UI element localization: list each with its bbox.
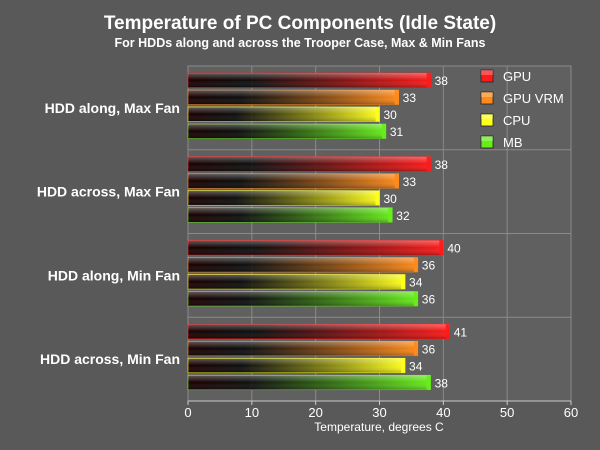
x-tick-label: 10 [245,405,259,420]
chart-title: Temperature of PC Components (Idle State… [104,13,496,34]
bar-sheen [188,274,406,289]
bar-sheen [188,173,399,189]
bar-sheen [188,124,386,139]
legend-label: GPU VRM [503,91,564,106]
bar-sheen [188,324,450,339]
legend: GPU GPU VRM CPU MB [480,69,564,150]
legend-swatch-highlight [481,70,493,75]
category-label: HDD across, Max Fan [37,184,180,200]
data-label: 36 [422,259,436,273]
data-label: 31 [390,125,404,139]
data-label: 36 [422,342,436,356]
bar-end-cap [394,173,399,189]
legend-swatch [480,135,494,149]
legend-swatch-highlight [481,114,493,119]
bar-end-cap [375,107,380,122]
bar-sheen [188,341,418,356]
x-tick-label: 60 [564,405,578,420]
x-tick-label: 0 [184,405,191,420]
legend-swatch-highlight [481,136,493,141]
data-label: 34 [409,359,423,373]
bar-end-cap [413,341,418,356]
legend-swatch [480,69,494,83]
bar-end-cap [381,124,386,139]
x-tick-label: 20 [308,405,322,420]
category-label: HDD along, Max Fan [45,100,180,116]
data-label: 33 [403,91,417,105]
category-label: HDD across, Min Fan [40,351,180,367]
bar-end-cap [445,324,450,339]
data-label: 36 [422,293,436,307]
bar-sheen [188,375,431,390]
bar-sheen [188,257,418,272]
bars: 38 33 30 31 38 33 30 32 40 36 34 36 41 36 34 38 [187,72,468,390]
bar-end-cap [394,90,399,105]
bar-sheen [188,240,444,255]
bar-end-cap [413,257,418,272]
legend-swatch [480,91,494,105]
category-label: HDD along, Min Fan [48,267,180,283]
legend-label: GPU [503,69,531,84]
bar-sheen [188,190,380,206]
bar-sheen [188,358,406,373]
bar-sheen [188,90,399,105]
bar-end-cap [413,291,418,306]
legend-swatch-highlight [481,92,493,97]
category-labels: HDD along, Max Fan HDD across, Max Fan HDD… [37,100,180,367]
bar-end-cap [426,375,431,390]
data-label: 38 [435,158,449,172]
data-label: 32 [396,209,410,223]
data-label: 30 [384,192,398,206]
data-label: 33 [403,175,417,189]
data-label: 40 [447,242,461,256]
legend-label: CPU [503,113,530,128]
x-axis-ticks: 0 10 20 30 40 50 60 [184,400,578,420]
bar-end-cap [426,73,431,88]
bar-sheen [188,107,380,122]
data-label: 30 [384,108,398,122]
x-tick-label: 50 [500,405,514,420]
chart-subtitle: For HDDs along and across the Trooper Ca… [115,36,486,50]
bar-sheen [188,291,418,306]
bar-end-cap [426,156,431,172]
bar-sheen [188,73,431,88]
bar-sheen [188,207,393,223]
data-label: 41 [454,325,468,339]
data-label: 38 [435,74,449,88]
data-label: 38 [435,376,449,390]
x-tick-label: 40 [436,405,450,420]
x-tick-label: 30 [372,405,386,420]
bar-sheen [188,156,431,172]
bar-end-cap [375,190,380,206]
bar-end-cap [401,358,406,373]
x-axis-title: Temperature, degrees C [314,420,444,434]
legend-label: MB [503,135,523,150]
bar-end-cap [401,274,406,289]
data-label: 34 [409,276,423,290]
bar-end-cap [388,207,393,223]
legend-swatch [480,113,494,127]
bar-end-cap [439,240,444,255]
